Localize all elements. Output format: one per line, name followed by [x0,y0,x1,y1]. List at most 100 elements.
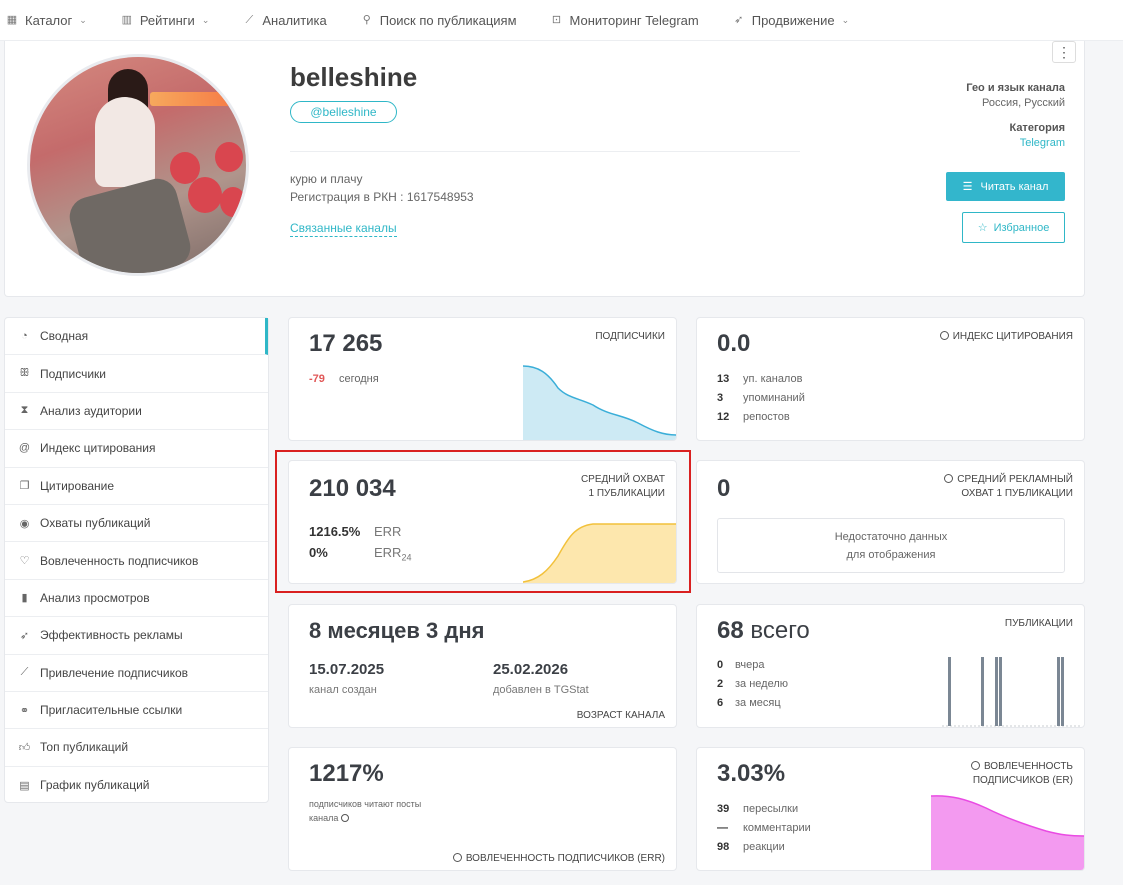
publications-bar [995,657,998,726]
sidebar-item-reach[interactable]: ◉ Охваты публикаций [5,505,268,543]
sidebar-item-citation[interactable]: ❐ Цитирование [5,468,268,505]
category-link[interactable]: Telegram [1019,137,1065,149]
err24-row: 0% ERR24 [309,545,412,563]
no-data-line: Недостаточно данных [834,530,948,543]
er-label-line: ПОДПИСЧИКОВ (ER) [972,775,1073,786]
no-data-message: Недостаточно данных для отображения [717,518,1065,573]
channel-age-label: ВОЗРАСТ КАНАЛА [576,710,665,721]
subscribers-delta-row: -79 сегодня [309,373,379,385]
list-icon: ☰ [962,181,973,193]
channel-title: belleshine [290,62,418,92]
sidebar-item-invite-links[interactable]: ⚭ Пригласительные ссылки [5,692,268,730]
link-icon: ⚭ [19,704,30,717]
reach-sparkline [523,523,676,583]
geo-label: Гео и язык канала [966,82,1065,94]
citation-row: 3 упоминаний [717,392,805,404]
err-row: 1216.5% ERR [309,524,402,539]
category-label: Категория [1009,122,1065,134]
subscribers-card[interactable]: 17 265 ПОДПИСЧИКИ -79 сегодня [288,317,677,441]
read-channel-button[interactable]: ☰ Читать канал [946,172,1065,201]
subscribers-delta-label: сегодня [339,373,379,385]
subscribers-delta: -79 [309,373,325,385]
hourglass-icon: ⧗ [20,404,29,417]
chevron-down-icon: ⌄ [201,14,210,25]
created-date: 15.07.2025 [309,661,385,678]
calendar-icon: ▤ [19,779,30,792]
search-icon: ⚲ [362,14,371,26]
sidebar-item-engagement[interactable]: ♡ Вовлеченность подписчиков [5,542,268,580]
created-label: канал создан [309,684,377,696]
nav-catalog[interactable]: ▦ Каталог ⌄ [6,12,87,28]
er-card[interactable]: 3.03% ВОВЛЕЧЕННОСТЬ ПОДПИСЧИКОВ (ER) 39 пе… [696,747,1085,871]
er-line [931,795,1084,837]
kebab-icon: ⋮ [1057,44,1071,60]
clock-icon [452,853,462,862]
subscribers-sparkline [523,365,676,440]
sidebar-item-schedule[interactable]: ▤ График публикаций [19,778,150,793]
favorite-button[interactable]: ☆ Избранное [962,212,1065,243]
thumbs-up-icon: 👍︎ [18,741,31,754]
citation-row: 12 репостов [717,411,790,423]
publications-bar [999,657,1002,726]
highlight-box [275,450,691,593]
nav-ratings[interactable]: ▥ Рейтинги ⌄ [121,12,210,28]
average-reach-card[interactable]: 210 034 СРЕДНИЙ ОХВАТ 1 ПУБЛИКАЦИИ 1216.5… [288,460,677,584]
publications-bar [1057,657,1060,726]
nav-analytics[interactable]: ⟋ Аналитика [243,13,327,28]
reach-line [523,523,676,583]
channel-age-card[interactable]: 8 месяцев 3 дня 15.07.2025 канал создан … [288,604,677,728]
subscribers-line [523,365,676,436]
publications-row: 0 вчера [717,659,765,671]
err-card[interactable]: 1217% подписчиков читают посты канала ВОВ… [288,747,677,871]
sidebar-item-views[interactable]: ▮ Анализ просмотров [5,580,268,618]
rating-icon: ▥ [121,14,133,26]
sidebar-item-subscribers[interactable]: ꕥ Подписчики [5,355,268,393]
sidebar-item-ads[interactable]: ➶ Эффективность рекламы [5,617,268,655]
citation-row: 13 уп. каналов [717,373,803,385]
sidebar-item-citation-index[interactable]: @ Индекс цитирования [5,430,268,468]
citation-index-card[interactable]: 0.0 ИНДЕКС ЦИТИРОВАНИЯ 13 уп. каналов 3 уп… [696,317,1085,441]
channel-age-value: 8 месяцев 3 дня [309,618,485,643]
top-nav: ▦ Каталог ⌄ ▥ Рейтинги ⌄ ⟋ Аналитика ⚲ Поиск п… [0,0,1123,41]
sidebar-item-acquisition[interactable]: ⟋ Привлечение подписчиков [5,655,268,692]
nav-monitoring[interactable]: ⊡ Мониторинг Telegram [551,12,699,28]
er-label: ВОВЛЕЧЕННОСТЬ ПОДПИСЧИКОВ (ER) [970,761,1073,786]
average-reach-label: СРЕДНИЙ ОХВАТ 1 ПУБЛИКАЦИИ [581,473,665,501]
subscribers-area [523,366,676,440]
monitor-icon: ⊡ [551,14,562,26]
channel-profile-card: belleshine @belleshine курю и плачу Реги… [4,41,1085,297]
er-row: — комментарии [717,822,811,834]
nav-search-posts[interactable]: ⚲ Поиск по публикациям [362,12,517,28]
chevron-down-icon: ⌄ [79,14,87,25]
err-description-line: подписчиков читают посты [309,799,422,809]
clock-icon [939,331,949,340]
nav-promotion[interactable]: ➶ Продвижение ⌄ [734,12,850,28]
no-data-line: для отображения [846,548,936,561]
geo-value: Россия, Русский [982,97,1065,109]
avatar-figure [95,97,155,187]
sidebar-item-audience[interactable]: ⧗ Анализ аудитории [5,393,268,431]
dashboard-icon: ◔ [21,330,28,343]
channel-avatar[interactable] [27,54,249,276]
related-channels-link[interactable]: Связанные каналы [290,221,397,237]
avatar-boots [65,174,195,273]
sidebar-item-summary[interactable]: ◔ Сводная [5,318,268,356]
publications-row: 2 за неделю [717,678,789,690]
quote-icon: ❐ [19,480,30,493]
publications-total: 68 всего [717,617,810,644]
publications-bar [1061,657,1064,726]
publications-bar [948,657,951,726]
reach-area [523,524,676,583]
er-sparkline [931,795,1084,870]
clock-icon [970,761,980,770]
er-row: 98 реакции [717,841,785,853]
citation-index-value: 0.0 [717,330,751,357]
channel-handle[interactable]: @belleshine [290,101,397,123]
bar-chart-icon: ▮ [21,592,28,605]
added-label: добавлен в TGStat [493,684,589,696]
more-menu-button[interactable]: ⋮ [1052,41,1076,63]
ad-reach-card[interactable]: 0 СРЕДНИЙ РЕКЛАМНЫЙ ОХВАТ 1 ПУБЛИКАЦИИ Не… [696,460,1085,584]
added-date: 25.02.2026 [493,661,569,678]
sidebar-item-top-posts[interactable]: 👍︎ Топ публикаций [5,729,268,767]
